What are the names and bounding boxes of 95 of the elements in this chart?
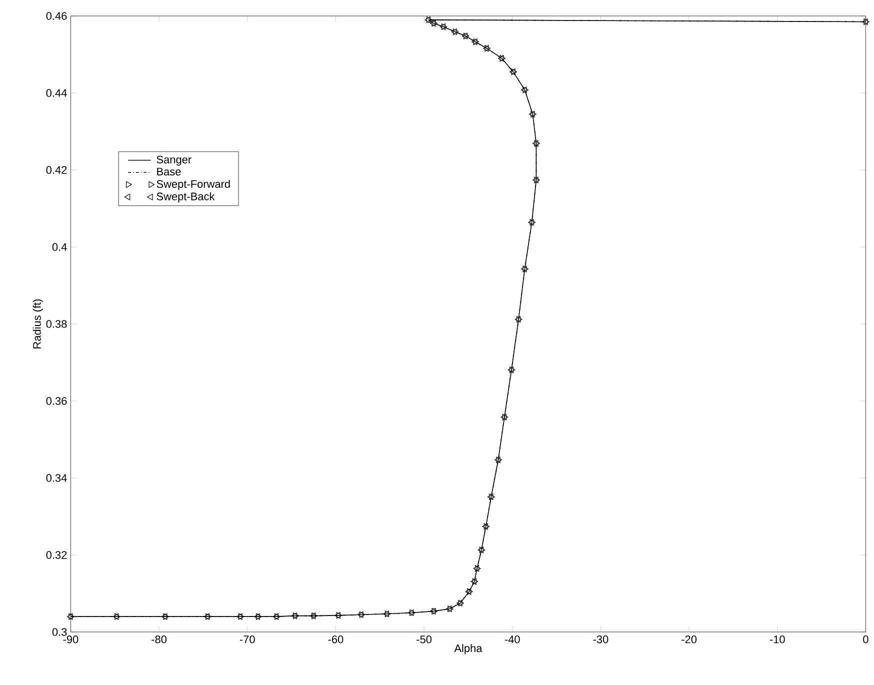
point — [532, 140, 538, 147]
point — [465, 588, 472, 595]
point — [456, 600, 462, 606]
point — [410, 609, 416, 616]
point — [358, 611, 364, 618]
point — [204, 613, 210, 620]
point — [432, 608, 438, 615]
point — [520, 86, 527, 94]
x-tick-label: -10 — [770, 636, 785, 644]
point — [500, 414, 506, 420]
point — [862, 18, 868, 26]
point — [514, 316, 521, 323]
point — [161, 613, 168, 620]
point — [522, 266, 529, 272]
point — [532, 176, 538, 184]
y-axis-title: Radius (ft) — [32, 299, 44, 348]
point — [310, 612, 316, 620]
point — [448, 606, 454, 612]
point — [520, 266, 527, 272]
legend-label: Swept-Forward — [156, 180, 230, 190]
point — [516, 316, 522, 323]
point — [494, 456, 500, 464]
point — [509, 68, 516, 76]
point — [359, 611, 366, 618]
legend-label: Sanger — [156, 156, 192, 166]
point — [432, 20, 438, 27]
point — [293, 612, 299, 620]
point — [500, 55, 506, 62]
y-tick-label: 0.36 — [46, 397, 67, 405]
point — [482, 523, 488, 530]
point — [482, 45, 489, 52]
point — [68, 613, 74, 620]
point — [522, 86, 529, 94]
y-tick-label: 0.44 — [46, 89, 67, 97]
point — [489, 494, 495, 500]
y-tick-label: 0.4 — [52, 243, 67, 251]
legend-label: Swept-Back — [156, 192, 215, 202]
point — [864, 18, 870, 26]
point — [487, 494, 494, 500]
point — [496, 456, 502, 464]
point — [384, 610, 391, 618]
x-tick-label: -40 — [504, 636, 520, 644]
y-tick-label: 0.32 — [46, 551, 67, 559]
point — [473, 38, 480, 46]
point — [334, 612, 340, 619]
point — [534, 176, 540, 184]
x-tick-label: -50 — [416, 636, 432, 644]
legend-label: Base — [157, 168, 181, 176]
point — [112, 613, 119, 620]
point — [530, 219, 536, 226]
point — [475, 565, 481, 572]
point — [430, 608, 436, 615]
point — [534, 140, 540, 147]
x-tick-label: -80 — [152, 636, 167, 644]
x-tick-label: 0 — [863, 636, 868, 644]
y-tick-label: 0.46 — [46, 12, 67, 20]
y-tick-label: 0.42 — [46, 166, 67, 174]
point — [502, 414, 508, 420]
point — [236, 613, 242, 620]
y-tick-label: 0.34 — [46, 474, 67, 482]
point — [530, 110, 536, 118]
point — [458, 600, 464, 606]
point — [206, 613, 212, 620]
point — [472, 578, 478, 585]
point — [462, 32, 468, 40]
point — [484, 523, 490, 530]
point — [336, 612, 342, 619]
point — [114, 613, 120, 620]
y-tick-label: 0.38 — [46, 320, 67, 328]
point — [528, 219, 534, 226]
point — [464, 32, 470, 40]
point — [467, 588, 473, 595]
x-axis-title: Alpha — [454, 644, 482, 654]
point — [238, 613, 244, 620]
point — [471, 38, 478, 46]
point — [470, 578, 476, 585]
point — [163, 613, 170, 620]
point — [66, 613, 73, 620]
x-tick-label: -30 — [593, 636, 608, 644]
x-tick-label: -60 — [328, 636, 344, 644]
y-tick-label: 0.3 — [52, 628, 67, 636]
point — [408, 609, 414, 616]
x-tick-label: -20 — [682, 636, 697, 644]
point — [473, 565, 480, 572]
point — [312, 612, 318, 620]
point — [528, 110, 535, 118]
point — [383, 610, 389, 618]
point — [291, 612, 298, 620]
point — [498, 55, 504, 62]
x-tick-label: -90 — [63, 636, 78, 644]
point — [446, 606, 452, 612]
x-tick-label: -70 — [240, 636, 255, 644]
point — [511, 68, 518, 76]
point — [430, 20, 436, 27]
point — [484, 45, 491, 52]
